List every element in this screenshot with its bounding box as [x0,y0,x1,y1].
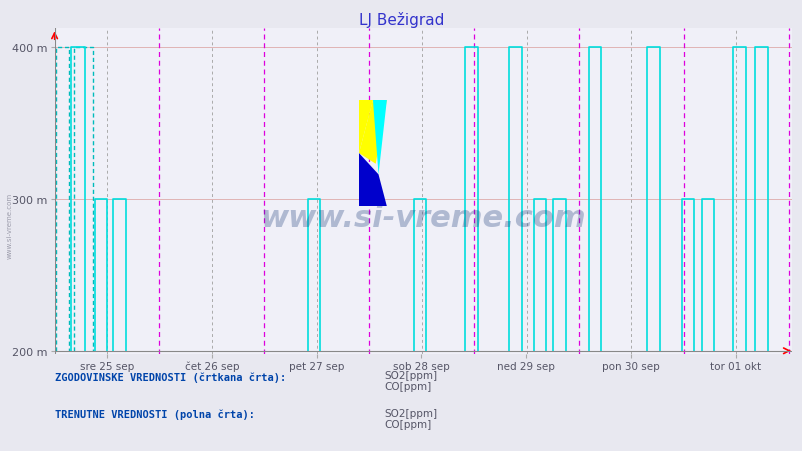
Text: www.si-vreme.com: www.si-vreme.com [6,193,13,258]
Text: www.si-vreme.com: www.si-vreme.com [260,203,585,232]
Polygon shape [358,154,387,207]
Text: CO[ppm]: CO[ppm] [384,419,431,429]
Polygon shape [358,101,372,154]
Text: LJ Bežigrad: LJ Bežigrad [358,12,444,28]
Text: SO2[ppm]: SO2[ppm] [384,370,437,380]
Text: TRENUTNE VREDNOSTI (polna črta):: TRENUTNE VREDNOSTI (polna črta): [55,408,254,419]
Polygon shape [372,101,387,175]
Text: ZGODOVINSKE VREDNOSTI (črtkana črta):: ZGODOVINSKE VREDNOSTI (črtkana črta): [55,372,286,382]
Text: CO[ppm]: CO[ppm] [384,382,431,391]
Text: SO2[ppm]: SO2[ppm] [384,408,437,418]
Polygon shape [358,101,387,164]
